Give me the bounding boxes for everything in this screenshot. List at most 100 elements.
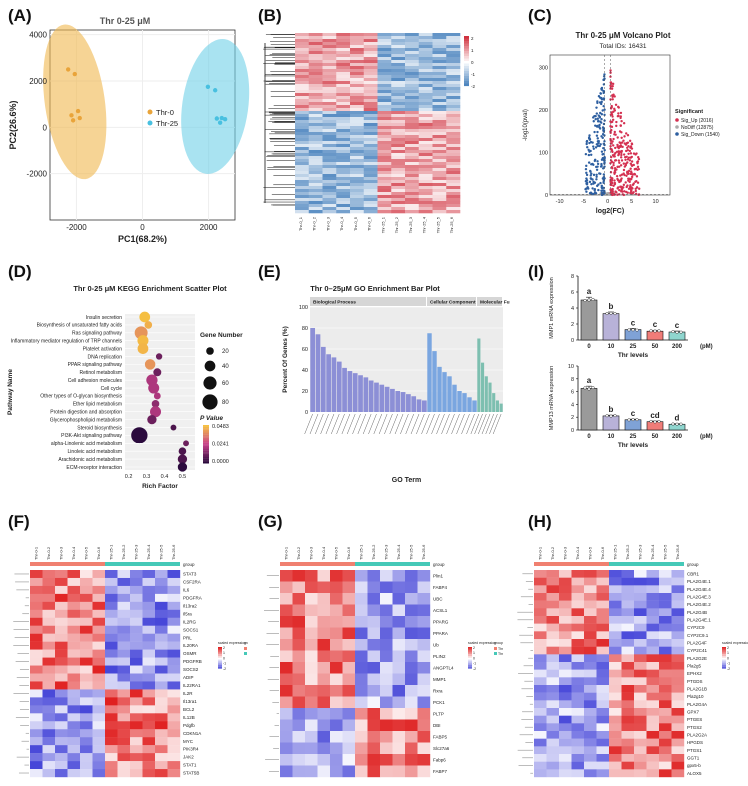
point-down (601, 177, 605, 180)
heatmap-cell (105, 761, 118, 770)
pathway-label: Other types of O-glycan biosynthesis (40, 394, 122, 400)
heatmap-cell (308, 129, 323, 133)
point-up (609, 139, 613, 142)
heatmap-cell (377, 168, 392, 172)
replicate-point (605, 312, 609, 316)
heatmap-cell (355, 731, 368, 743)
heatmap-cell (308, 93, 323, 97)
heatmap-cell (596, 700, 610, 709)
heatmap-cell (292, 719, 306, 732)
color-scale-label: 2 (471, 36, 474, 41)
point-nodiff (607, 193, 610, 196)
column-label: Thr-25-1 (358, 544, 363, 560)
y-tick-label: 6 (571, 290, 574, 296)
heatmap-cell (380, 581, 393, 594)
x-tick-label: 10 (653, 199, 659, 205)
legend-scale-segment (218, 652, 222, 655)
legend-scale-label: 0 (727, 656, 729, 660)
heatmap-cell (671, 738, 685, 747)
heatmap-cell (432, 138, 447, 142)
heatmap-cell (342, 754, 356, 766)
heatmap-cell (55, 769, 68, 778)
heatmap-cell (67, 689, 81, 698)
heatmap-cell (67, 633, 81, 642)
heatmap-cell (659, 685, 672, 693)
heatmap-cell (30, 673, 43, 682)
heatmap-cell (377, 138, 392, 142)
heatmap-cell (42, 641, 56, 650)
point-up (612, 137, 615, 141)
heatmap-cell (322, 33, 337, 37)
heatmap-cell (363, 162, 378, 166)
point-down (588, 180, 592, 184)
heatmap-cell (336, 93, 351, 97)
panel-label-a: (A) (8, 6, 32, 25)
heatmap-cell (117, 609, 131, 618)
heatmap-cell (330, 731, 343, 743)
go-term-tick-label (309, 413, 319, 435)
heatmap-cell (42, 729, 56, 738)
heatmap-cell (342, 639, 356, 651)
heatmap-cell (322, 42, 337, 46)
heatmap-cell (621, 646, 635, 655)
point-down (591, 178, 594, 181)
heatmap-cell (363, 189, 378, 193)
y-tick-label: 0 (43, 123, 48, 132)
heatmap-cell (405, 105, 420, 109)
heatmap-cell (559, 639, 572, 647)
heatmap-cell (330, 742, 343, 755)
heatmap-cell (534, 731, 547, 739)
panel-label-b: (B) (258, 6, 282, 25)
gene-label: CBR1 (687, 571, 700, 576)
heatmap-cell (571, 593, 585, 601)
heatmap-cell (446, 168, 461, 172)
heatmap-cell (322, 90, 337, 94)
heatmap-cell (350, 99, 365, 103)
gene-label: PLA2G4E.1 (687, 617, 711, 622)
heatmap-cell (363, 183, 378, 187)
heatmap-cell (391, 183, 406, 187)
heatmap-cell (671, 616, 685, 624)
heatmap-cell (280, 708, 293, 720)
heatmap-cell (350, 162, 365, 166)
heatmap-cell (363, 81, 378, 85)
heatmap-cell (336, 36, 351, 40)
heatmap-cell (336, 189, 351, 193)
heatmap-cell (30, 609, 43, 618)
heatmap-cell (336, 102, 351, 106)
heatmap-cell (596, 662, 610, 670)
heatmap-cell (417, 708, 431, 720)
go-term-tick-label (451, 413, 460, 435)
heatmap-cell (671, 639, 685, 647)
heatmap-cell (377, 129, 392, 133)
go-term-tick-label (474, 413, 483, 435)
point-up (620, 159, 624, 162)
heatmap-cell (405, 69, 420, 73)
go-bar (411, 396, 417, 412)
heatmap-cell (55, 633, 68, 642)
heatmap-cell (596, 738, 610, 747)
heatmap-cell (571, 746, 585, 755)
point-thr0 (70, 118, 76, 123)
point-up (630, 163, 633, 167)
y-tick-label: 100 (299, 305, 308, 311)
heatmap-cell (432, 105, 447, 109)
color-legend-segment (203, 426, 209, 429)
heatmap-cell (584, 577, 597, 586)
heatmap-cell (571, 685, 585, 693)
heatmap-cell (559, 738, 572, 747)
heatmap-cell (363, 165, 378, 169)
legend-scale-segment (218, 650, 222, 653)
go-bar (358, 375, 363, 412)
heatmap-cell (546, 570, 560, 578)
heatmap-cell (377, 54, 392, 58)
heatmap-cell (350, 78, 365, 82)
point-up (632, 182, 635, 185)
heatmap-cell (350, 93, 365, 97)
go-bar (452, 384, 457, 412)
heatmap-cell (571, 669, 585, 678)
heatmap-cell (634, 677, 647, 686)
point-up (624, 158, 627, 161)
heatmap-cell (446, 54, 461, 58)
heatmap-cell (280, 639, 293, 651)
